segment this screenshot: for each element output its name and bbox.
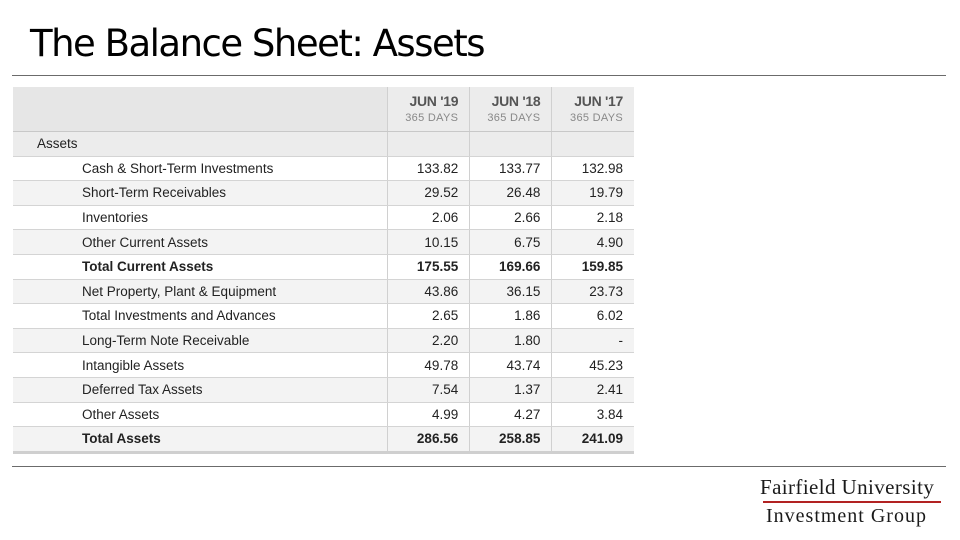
column-period: JUN '17 — [574, 93, 623, 109]
row-label: Cash & Short-Term Investments — [13, 156, 388, 182]
slide-title: The Balance Sheet: Assets — [30, 22, 486, 65]
row-value: 26.48 — [469, 180, 552, 206]
row-value: 1.86 — [469, 303, 552, 329]
row-value: - — [551, 328, 634, 354]
footer-divider — [12, 466, 946, 467]
row-value: 43.86 — [387, 279, 470, 305]
table-row: Intangible Assets 49.78 43.74 45.23 — [13, 352, 634, 378]
row-value: 2.18 — [551, 205, 634, 231]
row-value: 133.82 — [387, 156, 470, 182]
table-row: Long-Term Note Receivable 2.20 1.80- — [13, 328, 634, 354]
row-label: Short-Term Receivables — [13, 180, 388, 206]
row-value: 10.15 — [387, 229, 470, 255]
table-header-row: JUN '19 365 DAYS JUN '18 365 DAYS JUN '1… — [13, 87, 634, 132]
table-row: Deferred Tax Assets 7.54 1.37 2.41 — [13, 377, 634, 403]
row-value: 4.27 — [469, 402, 552, 428]
row-label: Long-Term Note Receivable — [13, 328, 388, 354]
row-value: 2.20 — [387, 328, 470, 354]
row-value: 43.74 — [469, 352, 552, 378]
section-label: Assets — [13, 131, 388, 157]
row-value: 36.15 — [469, 279, 552, 305]
row-value: 7.54 — [387, 377, 470, 403]
table-row: Inventories 2.06 2.66 2.18 — [13, 205, 634, 231]
table-row: Other Current Assets 10.15 6.75 4.90 — [13, 229, 634, 255]
row-value: 2.06 — [387, 205, 470, 231]
row-label: Intangible Assets — [13, 352, 388, 378]
table-body: Cash & Short-Term Investments 133.82 133.7… — [13, 156, 634, 454]
title-divider — [12, 75, 946, 76]
row-label: Other Current Assets — [13, 229, 388, 255]
row-value: 133.77 — [469, 156, 552, 182]
column-header-jun-19: JUN '19 365 DAYS — [387, 87, 470, 132]
column-days: 365 DAYS — [405, 112, 459, 124]
table-row: Other Assets 4.99 4.27 3.84 — [13, 402, 634, 428]
table-row: Total Current Assets 175.55 169.66 159.85 — [13, 254, 634, 280]
header-blank-cell — [13, 87, 388, 132]
row-label: Other Assets — [13, 402, 388, 428]
logo-divider — [763, 501, 941, 503]
row-label: Total Current Assets — [13, 254, 388, 280]
row-value: 6.75 — [469, 229, 552, 255]
column-days: 365 DAYS — [487, 112, 541, 124]
row-value: 4.90 — [551, 229, 634, 255]
table-row: Net Property, Plant & Equipment 43.86 36.1… — [13, 279, 634, 305]
row-value: 258.85 — [469, 426, 552, 454]
fairfield-logo: Fairfield University Investment Group — [760, 475, 946, 528]
empty-cell — [387, 131, 470, 157]
row-value: 49.78 — [387, 352, 470, 378]
column-period: JUN '18 — [491, 93, 541, 109]
row-label: Total Assets — [13, 426, 388, 454]
logo-university-name: Fairfield University — [760, 475, 935, 499]
row-value: 132.98 — [551, 156, 634, 182]
row-value: 286.56 — [387, 426, 470, 454]
row-value: 241.09 — [551, 426, 634, 454]
column-header-jun-17: JUN '17 365 DAYS — [551, 87, 634, 132]
row-value: 45.23 — [551, 352, 634, 378]
row-value: 2.66 — [469, 205, 552, 231]
row-value: 3.84 — [551, 402, 634, 428]
empty-cell — [469, 131, 552, 157]
row-value: 29.52 — [387, 180, 470, 206]
row-value: 159.85 — [551, 254, 634, 280]
table-row: Short-Term Receivables 29.52 26.48 19.79 — [13, 180, 634, 206]
row-value: 19.79 — [551, 180, 634, 206]
row-value: 4.99 — [387, 402, 470, 428]
row-value: 169.66 — [469, 254, 552, 280]
row-value: 23.73 — [551, 279, 634, 305]
row-value: 6.02 — [551, 303, 634, 329]
logo-group-name: Investment Group — [766, 504, 927, 527]
section-row: Assets — [13, 131, 634, 157]
balance-sheet-table: JUN '19 365 DAYS JUN '18 365 DAYS JUN '1… — [13, 87, 634, 454]
table-row: Cash & Short-Term Investments 133.82 133.7… — [13, 156, 634, 182]
column-header-jun-18: JUN '18 365 DAYS — [469, 87, 552, 132]
row-label: Deferred Tax Assets — [13, 377, 388, 403]
row-value: 2.41 — [551, 377, 634, 403]
row-label: Inventories — [13, 205, 388, 231]
row-value: 1.37 — [469, 377, 552, 403]
row-label: Total Investments and Advances — [13, 303, 388, 329]
row-value: 2.65 — [387, 303, 470, 329]
empty-cell — [551, 131, 634, 157]
row-label: Net Property, Plant & Equipment — [13, 279, 388, 305]
row-value: 175.55 — [387, 254, 470, 280]
row-value: 1.80 — [469, 328, 552, 354]
column-period: JUN '19 — [409, 93, 459, 109]
table-row: Total Assets 286.56 258.85 241.09 — [13, 426, 634, 454]
table-row: Total Investments and Advances 2.65 1.86 6.… — [13, 303, 634, 329]
column-days: 365 DAYS — [570, 112, 623, 124]
